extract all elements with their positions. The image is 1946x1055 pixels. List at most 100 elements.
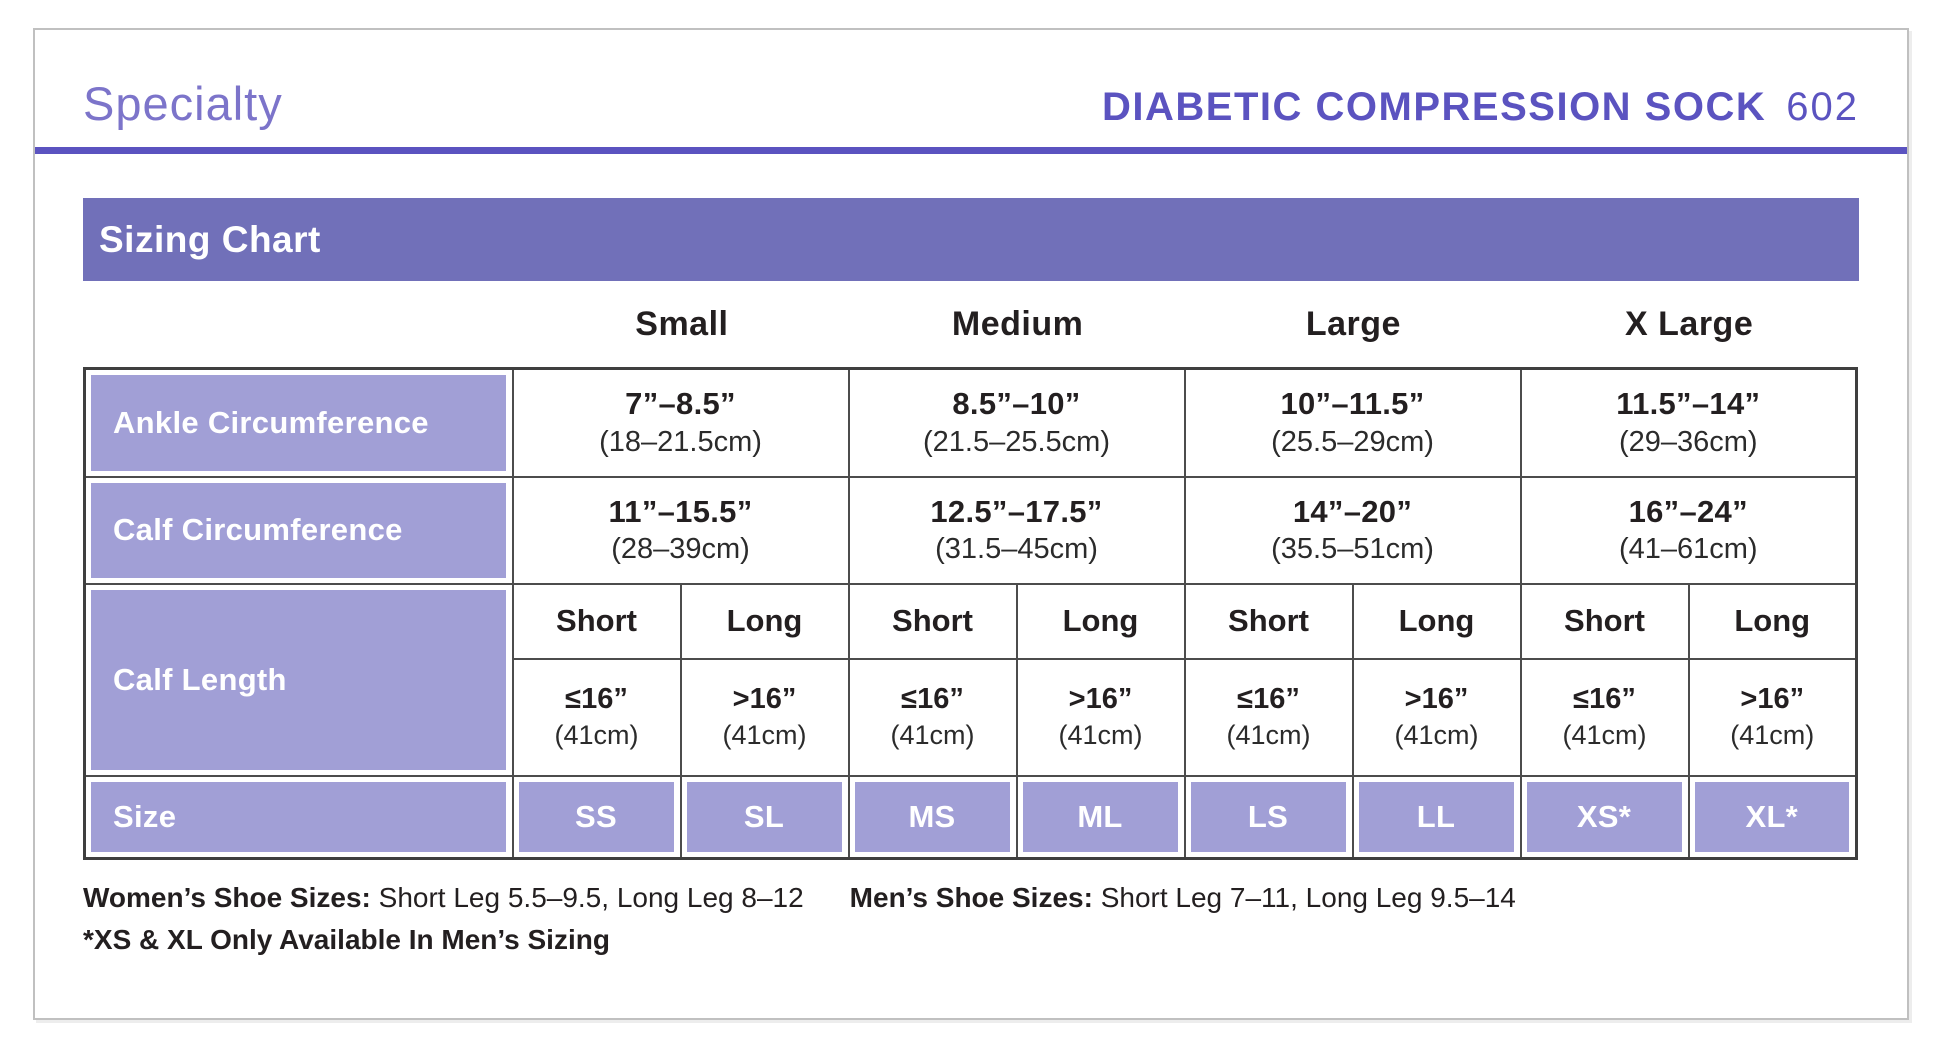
size-row-label-cell: Size — [83, 774, 514, 860]
calf-medium-cell: 12.5”–17.5” (31.5–45cm) — [847, 475, 1186, 585]
calf-length-cm: (41cm) — [1394, 720, 1479, 751]
calf-length-inches: ≤16” — [901, 682, 964, 715]
mens-shoe-sizes-text: Short Leg 7–11, Long Leg 9.5–14 — [1092, 882, 1516, 913]
calf-xlarge-inches: 16”–24” — [1628, 493, 1748, 529]
brand-name: Specialty — [83, 77, 283, 130]
ankle-large-inches: 10”–11.5” — [1280, 386, 1425, 422]
ankle-row-label: Ankle Circumference — [91, 375, 506, 471]
calf-row-label: Calf Circumference — [91, 482, 506, 578]
calf-length-cm: (41cm) — [722, 720, 807, 751]
calf-small-cell: 11”–15.5” (28–39cm) — [511, 475, 850, 585]
column-header-small: Small — [635, 304, 729, 343]
size-row-label: Size — [91, 781, 506, 852]
sizing-disclaimer: *XS & XL Only Available In Men’s Sizing — [83, 924, 610, 955]
ankle-small-cm: (18–21.5cm) — [599, 426, 762, 458]
calf-xlarge-cell: 16”–24” (41–61cm) — [1519, 475, 1858, 585]
calf-length-value-cell: >16” (41cm) — [1015, 657, 1186, 777]
size-code: XL* — [1694, 781, 1850, 852]
ankle-xlarge-cell: 11.5”–14” (29–36cm) — [1519, 367, 1858, 478]
calf-length-cm: (41cm) — [1730, 720, 1815, 751]
calf-xlarge-cm: (41–61cm) — [1618, 533, 1758, 566]
calf-length-label-cell: Calf Length — [83, 582, 514, 777]
leg-type-cell: Long — [679, 582, 850, 660]
ankle-medium-cell: 8.5”–10” (21.5–25.5cm) — [847, 367, 1186, 478]
calf-large-cell: 14”–20” (35.5–51cm) — [1183, 475, 1522, 585]
ankle-large-cell: 10”–11.5” (25.5–29cm) — [1183, 367, 1522, 478]
size-code: LL — [1358, 781, 1514, 852]
row-size-codes: Size SS SL MS ML LS LL — [83, 774, 1858, 860]
leg-type-cell: Long — [1687, 582, 1858, 660]
size-code-cell: LS — [1183, 774, 1354, 860]
sizing-chart-title: Sizing Chart — [99, 218, 321, 260]
size-code-cell: SS — [511, 774, 682, 860]
row-leg-type-headers: Calf Length Short Long Short Long Short … — [83, 582, 1858, 777]
calf-length-inches: ≤16” — [565, 682, 628, 715]
size-code: XS* — [1526, 781, 1682, 852]
calf-length-value-cell: ≤16” (41cm) — [1183, 657, 1354, 777]
calf-length-inches: >16” — [732, 682, 797, 715]
calf-length-inches: ≤16” — [1573, 682, 1636, 715]
column-header-xlarge: X Large — [1625, 304, 1754, 343]
sizing-table: Ankle Circumference 7”–8.5” (18–21.5cm) … — [83, 367, 1859, 860]
shoe-size-note: Women’s Shoe Sizes: Short Leg 5.5–9.5, L… — [83, 882, 1859, 914]
row-calf-circumference: Calf Circumference 11”–15.5” (28–39cm) 1… — [83, 475, 1858, 585]
ankle-xlarge-cm: (29–36cm) — [1618, 426, 1758, 458]
row-ankle-circumference: Ankle Circumference 7”–8.5” (18–21.5cm) … — [83, 367, 1858, 478]
calf-length-cm: (41cm) — [1226, 720, 1311, 751]
column-header-large: Large — [1305, 304, 1401, 343]
ankle-medium-cm: (21.5–25.5cm) — [923, 426, 1110, 458]
leg-type-cell: Short — [1183, 582, 1354, 660]
calf-length-inches: ≤16” — [1237, 682, 1300, 715]
spec-sheet-card: Specialty DIABETIC COMPRESSION SOCK 602 … — [33, 28, 1909, 1020]
size-column-headers: Small Medium Large X Large — [83, 281, 1857, 367]
column-header-medium: Medium — [951, 304, 1084, 343]
product-title: DIABETIC COMPRESSION SOCK — [1102, 85, 1767, 129]
product-title-group: DIABETIC COMPRESSION SOCK 602 — [1102, 85, 1859, 130]
calf-length-cm: (41cm) — [554, 720, 639, 751]
ankle-small-cell: 7”–8.5” (18–21.5cm) — [511, 367, 850, 478]
calf-length-value-cell: ≤16” (41cm) — [511, 657, 682, 777]
size-code: SS — [518, 781, 674, 852]
leg-type-cell: Short — [1519, 582, 1690, 660]
size-code: ML — [1022, 781, 1178, 852]
calf-medium-inches: 12.5”–17.5” — [930, 493, 1103, 529]
calf-length-inches: >16” — [1740, 682, 1805, 715]
calf-length-label: Calf Length — [91, 589, 506, 770]
womens-shoe-sizes-label: Women’s Shoe Sizes: — [83, 882, 371, 913]
row-calf-length-values: ≤16” (41cm) >16” (41cm) ≤16” (41cm) >16”… — [85, 657, 1858, 777]
product-code: 602 — [1786, 85, 1859, 129]
size-code-cell: MS — [847, 774, 1018, 860]
leg-type-cell: Short — [847, 582, 1018, 660]
calf-small-inches: 11”–15.5” — [608, 493, 753, 529]
size-code: LS — [1190, 781, 1346, 852]
leg-type-cell: Long — [1351, 582, 1522, 660]
calf-length-cm: (41cm) — [1562, 720, 1647, 751]
sizing-chart-banner: Sizing Chart — [83, 198, 1859, 281]
calf-row-label-cell: Calf Circumference — [83, 475, 514, 585]
page-header: Specialty DIABETIC COMPRESSION SOCK 602 — [35, 30, 1907, 131]
calf-length-inches: >16” — [1404, 682, 1469, 715]
ankle-xlarge-inches: 11.5”–14” — [1616, 386, 1761, 422]
womens-shoe-sizes-text: Short Leg 5.5–9.5, Long Leg 8–12 — [370, 882, 804, 913]
ankle-large-cm: (25.5–29cm) — [1271, 426, 1434, 458]
calf-length-value-cell: >16” (41cm) — [1687, 657, 1858, 777]
ankle-row-label-cell: Ankle Circumference — [83, 367, 514, 478]
size-code-cell: SL — [679, 774, 850, 860]
size-code-cell: XS* — [1519, 774, 1690, 860]
leg-type-cell: Short — [511, 582, 682, 660]
size-code-cell: ML — [1015, 774, 1186, 860]
size-code: MS — [854, 781, 1010, 852]
calf-length-value-cell: >16” (41cm) — [679, 657, 850, 777]
size-code: SL — [686, 781, 842, 852]
leg-type-cell: Long — [1015, 582, 1186, 660]
calf-large-cm: (35.5–51cm) — [1271, 533, 1434, 566]
calf-small-cm: (28–39cm) — [611, 533, 750, 566]
calf-length-value-cell: ≤16” (41cm) — [847, 657, 1018, 777]
footnotes: Women’s Shoe Sizes: Short Leg 5.5–9.5, L… — [83, 882, 1859, 956]
calf-large-inches: 14”–20” — [1292, 493, 1413, 529]
calf-length-inches: >16” — [1068, 682, 1133, 715]
size-code-cell: XL* — [1687, 774, 1858, 860]
calf-length-value-cell: >16” (41cm) — [1351, 657, 1522, 777]
header-divider — [35, 147, 1907, 154]
ankle-medium-inches: 8.5”–10” — [952, 386, 1081, 422]
